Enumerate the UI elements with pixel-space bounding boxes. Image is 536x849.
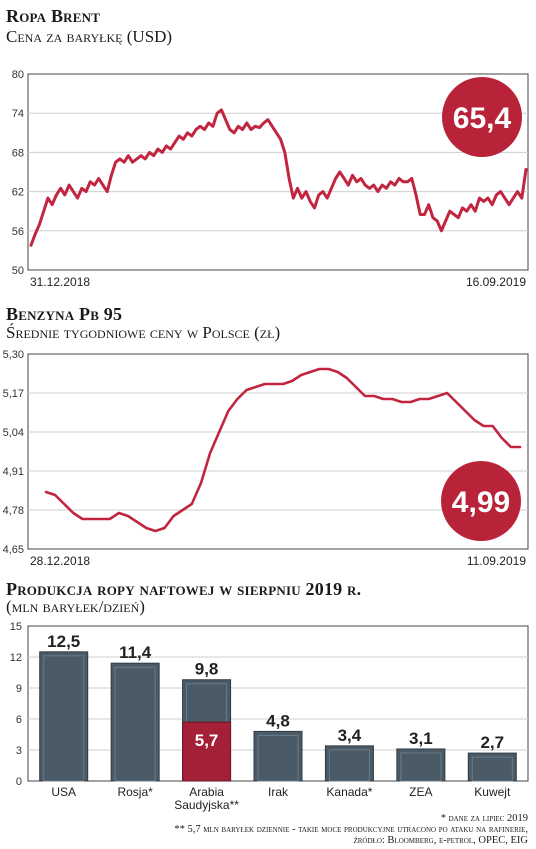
produkcja-subtitle: (mln baryłek/dzień) bbox=[6, 597, 145, 616]
brent-x-start-label: 31.12.2018 bbox=[30, 275, 90, 289]
bar-category-label: Irak bbox=[268, 785, 289, 799]
brent-plot-frame bbox=[27, 73, 529, 271]
bar-ytick-label: 12 bbox=[10, 652, 22, 664]
bar bbox=[324, 745, 374, 782]
brent-ytick-label: 62 bbox=[12, 187, 24, 199]
bar-category-label: Saudyjska** bbox=[174, 798, 239, 812]
bar bbox=[253, 730, 303, 782]
bar-category-label: Arabia bbox=[189, 785, 224, 799]
benzyna-ytick-label: 5,04 bbox=[3, 427, 24, 439]
bar-value-label: 3,1 bbox=[409, 729, 433, 748]
produkcja-chart: 15 12 9 6 3 0 12,5 USA 11,4 Rosja* 5,7 9,8 ArabiaSau… bbox=[10, 621, 529, 812]
brent-title: Ropa Brent bbox=[6, 6, 101, 26]
benzyna-ytick-label: 5,17 bbox=[3, 388, 24, 400]
brent-badge-value: 65,4 bbox=[453, 102, 512, 135]
bar-category-label: USA bbox=[51, 785, 76, 799]
bar-bevel bbox=[43, 655, 85, 782]
footnote-source: źródło: Bloomberg, e-petrol, OPEC, EIG bbox=[353, 835, 528, 846]
bar-ytick-label: 0 bbox=[16, 776, 22, 788]
bar-category-label: Kanada* bbox=[326, 785, 372, 799]
bar-category-label: ZEA bbox=[409, 785, 432, 799]
brent-chart: 80 74 68 62 56 50 31.12.2018 16.09.2019 65,4 bbox=[12, 69, 529, 289]
benzyna-x-end-label: 11.09.2019 bbox=[467, 554, 526, 568]
benzyna-ytick-label: 4,65 bbox=[3, 544, 24, 556]
benzyna-x-start-label: 28.12.2018 bbox=[30, 554, 90, 568]
brent-ytick-label: 74 bbox=[12, 108, 24, 120]
bar-value-label: 2,7 bbox=[480, 733, 504, 752]
bar-value-label: 12,5 bbox=[47, 632, 80, 651]
bar bbox=[39, 651, 89, 782]
benzyna-series-line bbox=[44, 367, 522, 533]
bar-category-label: Kuwejt bbox=[474, 785, 511, 799]
bar-ytick-label: 3 bbox=[16, 745, 22, 757]
benzyna-ytick-label: 5,30 bbox=[3, 349, 24, 361]
brent-subtitle: Cena za baryłkę (USD) bbox=[6, 27, 173, 46]
bar-bevel bbox=[471, 756, 513, 782]
bar-value-label: 3,4 bbox=[338, 726, 362, 745]
bar-bevel bbox=[400, 752, 442, 782]
benzyna-title: Benzyna Pb 95 bbox=[6, 304, 123, 324]
brent-badge bbox=[442, 77, 522, 157]
bar-bevel bbox=[257, 734, 299, 782]
benzyna-ytick-label: 4,91 bbox=[3, 466, 24, 478]
bar bbox=[110, 662, 160, 782]
bar-category-label: Rosja* bbox=[117, 785, 153, 799]
bar-ytick-label: 15 bbox=[10, 621, 22, 633]
bar-bevel bbox=[328, 749, 370, 782]
brent-series-line bbox=[29, 108, 528, 247]
bar-bevel bbox=[114, 666, 156, 782]
brent-ytick-label: 56 bbox=[12, 226, 24, 238]
brent-ytick-label: 68 bbox=[12, 147, 24, 159]
bar-ytick-label: 6 bbox=[16, 714, 22, 726]
footnote-2: ** 5,7 mln baryłek dziennie - takie moce… bbox=[174, 824, 528, 835]
bar-value-label: 4,8 bbox=[266, 711, 290, 730]
bar bbox=[396, 748, 446, 782]
bar-highlight-label: 5,7 bbox=[195, 731, 219, 750]
footnote-1: * dane za lipiec 2019 bbox=[440, 813, 528, 824]
benzyna-chart: 5,30 5,17 5,04 4,91 4,78 4,65 28.12.2018 11.09.… bbox=[3, 349, 529, 568]
bar-value-label: 11,4 bbox=[119, 643, 152, 662]
benzyna-subtitle: Średnie tygodniowe ceny w Polsce (zł) bbox=[6, 323, 281, 342]
benzyna-ytick-label: 4,78 bbox=[3, 505, 24, 517]
benzyna-plot-frame bbox=[27, 353, 529, 550]
benzyna-badge-value: 4,99 bbox=[452, 486, 510, 519]
brent-ytick-label: 50 bbox=[12, 265, 24, 277]
bar-ytick-label: 9 bbox=[16, 683, 22, 695]
benzyna-badge bbox=[441, 461, 521, 541]
bar-value-label: 9,8 bbox=[195, 660, 219, 679]
produkcja-title: Produkcja ropy naftowej w sierpniu 2019 … bbox=[6, 579, 362, 599]
bar-highlight bbox=[182, 721, 232, 782]
bar bbox=[467, 752, 517, 782]
brent-ytick-label: 80 bbox=[12, 69, 24, 81]
brent-x-end-label: 16.09.2019 bbox=[466, 275, 526, 289]
